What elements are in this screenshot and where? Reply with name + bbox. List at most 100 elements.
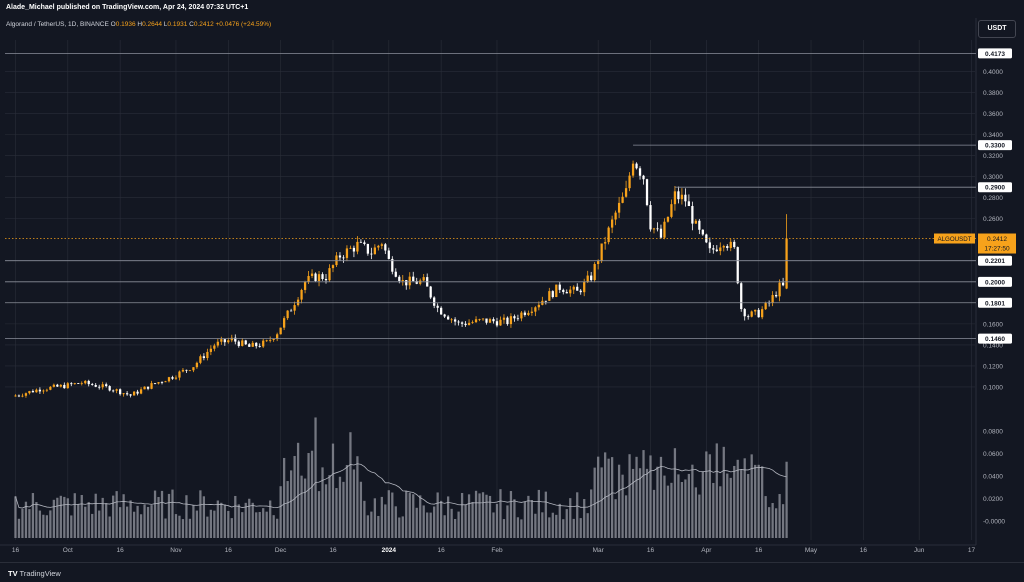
candle-body [310, 273, 314, 276]
volume-bar [576, 492, 579, 538]
candle-body [624, 188, 628, 197]
volume-bar [84, 506, 87, 538]
candle-body [701, 229, 704, 235]
price-chart[interactable]: 0.4000 0.3800 0.3600 0.3400 0.3200 0.3000 0.28… [0, 0, 1024, 562]
candle-body [174, 377, 178, 379]
candle-body [684, 194, 687, 202]
candle-body [251, 342, 254, 347]
candle-body [488, 319, 492, 323]
volume-bar [471, 501, 474, 538]
tradingview-brand[interactable]: TV TradingView [8, 569, 61, 578]
candle-body [24, 393, 28, 396]
volume-bar [94, 493, 97, 538]
candle-body [530, 311, 534, 313]
ohlc-o: O0.1936 [110, 21, 136, 28]
volume-bar [28, 509, 31, 538]
candle-body [600, 243, 603, 262]
volume-bar [223, 504, 226, 538]
volume-bar [216, 500, 219, 538]
y-tick-label: 0.4000 [983, 69, 1003, 76]
volume-bar [548, 517, 551, 538]
volume-bar [677, 474, 680, 538]
candle-body [422, 277, 425, 281]
level-price-tag [978, 297, 1012, 308]
volume-bar [436, 492, 439, 538]
volume-bar [237, 504, 240, 538]
volume-bar [705, 451, 708, 538]
x-tick-label: Oct [63, 547, 73, 554]
volume-bar [701, 471, 704, 538]
level-price-tag [978, 182, 1012, 193]
x-tick-label: 16 [117, 547, 125, 554]
candle-body [91, 384, 94, 386]
volume-bar [391, 492, 394, 538]
volume-ma-line [15, 463, 787, 509]
candle-body [481, 318, 485, 320]
candle-body [143, 386, 146, 390]
candle-body [429, 286, 432, 298]
volume-bar [181, 519, 185, 538]
volume-bar [105, 503, 108, 538]
currency-button[interactable]: USDT [978, 20, 1016, 38]
volume-bar [286, 481, 289, 538]
volume-bar [363, 500, 366, 538]
symbol-legend[interactable]: Algorand / TetherUS, 1D, BINANCE O0.1936… [6, 21, 271, 28]
candle-body [125, 393, 129, 395]
candle-body [712, 248, 715, 250]
volume-bar [366, 515, 370, 538]
candle-body [35, 389, 38, 393]
candle-body [474, 319, 478, 323]
candle-body [98, 386, 101, 388]
volume-bar [656, 466, 659, 538]
candle-body [171, 377, 174, 379]
volume-bar [317, 491, 321, 538]
candle-body [558, 284, 561, 290]
candle-body [708, 242, 711, 249]
candle-body [206, 351, 209, 359]
candle-body [771, 295, 774, 303]
candle-body [73, 383, 76, 385]
candle-body [276, 334, 279, 340]
volume-bar [77, 504, 80, 538]
volume-bar [610, 457, 614, 538]
volume-bar [440, 500, 443, 538]
candle-body [303, 281, 307, 290]
y-tick-label: 0.3200 [983, 153, 1003, 160]
x-tick-label: Dec [275, 547, 287, 554]
volume-bar [300, 475, 303, 538]
candle-body [122, 393, 125, 395]
candle-body [237, 341, 240, 346]
candle-body [42, 390, 45, 392]
ohlc-l: L0.1931 [162, 21, 188, 28]
ohlc-h: H0.2644 [135, 21, 162, 28]
volume-bar [624, 495, 628, 538]
candle-body [747, 316, 750, 318]
volume-bar [359, 481, 363, 538]
volume-bar [743, 458, 746, 538]
volume-bar [562, 519, 565, 538]
candle-body [440, 307, 443, 315]
candle-body [460, 322, 464, 324]
candle-body [576, 286, 579, 291]
volume-bar [227, 510, 230, 538]
candle-body [471, 322, 474, 323]
candle-body [666, 216, 670, 222]
candle-body [691, 206, 694, 224]
volume-bar [464, 504, 467, 538]
candle-body [391, 258, 394, 272]
volume-bar [579, 518, 582, 538]
volume-bar [377, 515, 380, 538]
candle-body [321, 274, 324, 279]
volume-bar [125, 506, 129, 538]
volume-bar [736, 459, 739, 538]
tradingview-logo-icon: TV [8, 569, 18, 578]
volume-bar [551, 512, 554, 538]
volume-bar [422, 505, 425, 538]
candle-body [300, 289, 303, 300]
volume-bar [527, 495, 530, 538]
candle-body [59, 384, 62, 387]
volume-bar [450, 508, 453, 538]
volume-bar [516, 517, 520, 538]
volume-tick-label: 0.0800 [983, 429, 1003, 436]
volume-bar [255, 512, 258, 538]
